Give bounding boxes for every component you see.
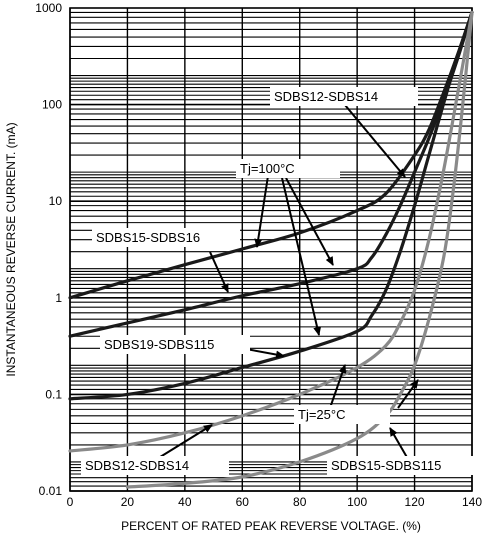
series-line-5 <box>125 10 474 489</box>
label-background <box>327 456 473 475</box>
annotation-label-label-1516: SDBS15-SDBS16 <box>96 230 200 245</box>
label-background <box>270 87 418 106</box>
annotation-arrow <box>329 364 347 409</box>
y-tick-label: 0.01 <box>39 484 63 498</box>
label-background <box>236 159 340 178</box>
label-background <box>294 405 390 424</box>
plot-frame <box>69 7 473 492</box>
annotation-arrow <box>397 379 419 409</box>
label-background <box>81 456 229 475</box>
annotation-label-label-tj25: Tj=25°C <box>298 407 345 422</box>
x-tick-label: 80 <box>293 495 307 509</box>
annotation-arrow <box>285 177 334 266</box>
series-line-1 <box>68 10 474 300</box>
annotation-arrow <box>209 251 229 293</box>
series-line-4 <box>68 10 474 453</box>
series-line-3 <box>68 10 474 401</box>
x-tick-label: 60 <box>236 495 250 509</box>
annotation-arrow <box>281 177 322 336</box>
label-background <box>100 335 250 354</box>
annotation-arrow <box>344 104 406 178</box>
x-tick-label: 40 <box>178 495 192 509</box>
x-tick-label: 0 <box>67 495 74 509</box>
x-tick-label: 100 <box>347 495 367 509</box>
plot-area <box>70 8 472 491</box>
y-tick-label: 1 <box>55 291 62 305</box>
annotation-label-label-1214-hot: SDBS12-SDBS14 <box>274 89 378 104</box>
y-tick-label: 1000 <box>35 1 62 15</box>
annotation-arrow <box>151 424 213 463</box>
annotation-arrow <box>254 175 269 248</box>
y-tick-label: 100 <box>42 98 62 112</box>
annotation-label-label-1214-cold: SDBS12-SDBS14 <box>85 458 189 473</box>
x-tick-label: 20 <box>121 495 135 509</box>
x-axis-title: PERCENT OF RATED PEAK REVERSE VOLTAGE. (… <box>121 519 421 533</box>
y-axis-title: INSTANTANEOUS REVERSE CURRENT. (mA) <box>4 122 18 376</box>
annotation-arrow <box>245 348 285 359</box>
x-tick-label: 120 <box>405 495 425 509</box>
y-tick-label: 10 <box>49 194 63 208</box>
label-background <box>92 228 240 247</box>
x-tick-label: 140 <box>462 495 482 509</box>
y-tick-label: 0.1 <box>45 387 62 401</box>
annotation-label-label-tj100: Tj=100°C <box>240 161 295 176</box>
annotation-label-label-15115-cold: SDBS15-SDBS115 <box>331 458 441 473</box>
annotation-label-label-19115: SDBS19-SDBS115 <box>104 337 214 352</box>
